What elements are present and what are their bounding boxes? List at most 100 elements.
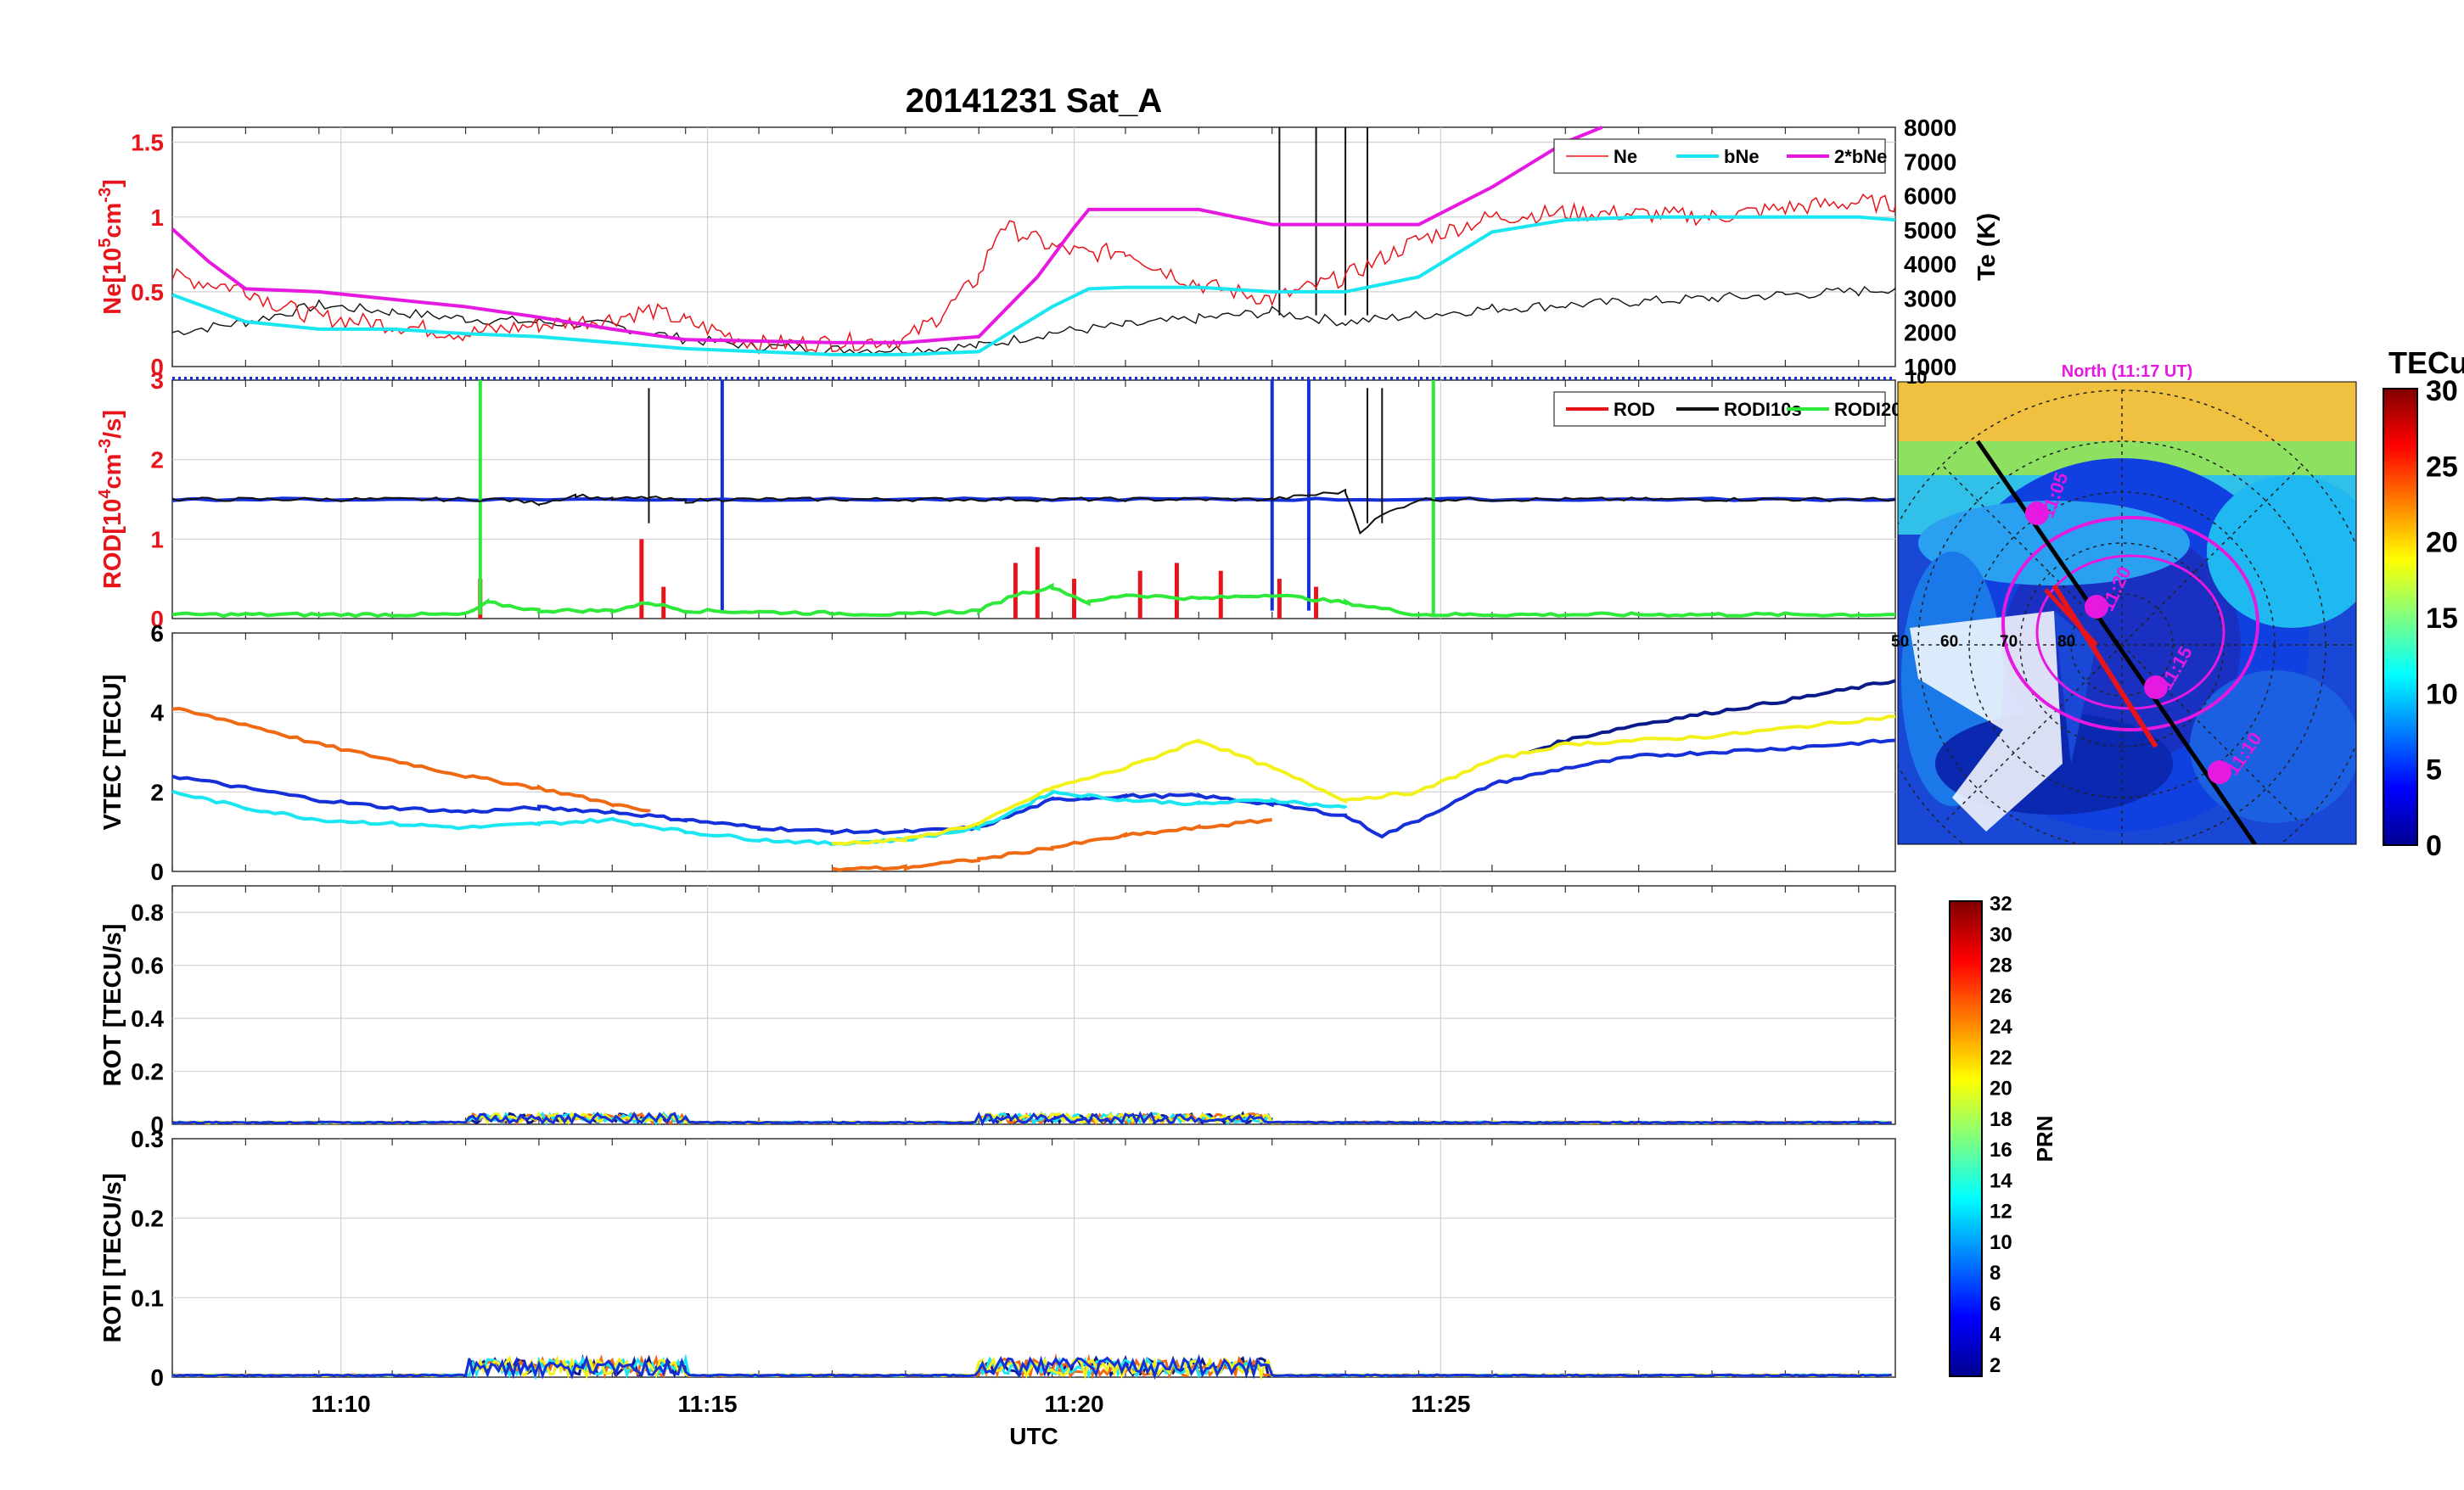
y-axis-label-rot: ROT [TECU/s] bbox=[99, 924, 126, 1087]
prn-tick-label: 2 bbox=[1990, 1354, 2001, 1377]
prn-tick-label: 10 bbox=[1990, 1231, 2012, 1254]
lat-label-70: 70 bbox=[2000, 633, 2018, 651]
prn-tick-label: 22 bbox=[1990, 1046, 2012, 1069]
tecu-tick-label: 10 bbox=[2426, 678, 2458, 710]
y-tick-label: 0 bbox=[150, 606, 164, 632]
prn-tick-label: 16 bbox=[1990, 1139, 2012, 1162]
x-tick-label: 11:15 bbox=[678, 1391, 738, 1417]
y2-tick-label: 3000 bbox=[1904, 285, 1956, 311]
tecu-tick-label: 30 bbox=[2426, 375, 2458, 407]
series-RODI10s bbox=[171, 488, 1896, 535]
legend-ne bbox=[1553, 138, 1886, 174]
y-tick-label: 0.2 bbox=[131, 1206, 164, 1232]
tecu-tick-label: 25 bbox=[2426, 451, 2458, 483]
y2-tick-label: 5000 bbox=[1904, 217, 1956, 244]
prn-tick-label: 30 bbox=[1990, 923, 2012, 946]
x-tick-label: 11:25 bbox=[1411, 1391, 1470, 1417]
legend-entry: 2*bNe bbox=[1834, 146, 1887, 167]
prn-tick-label: 18 bbox=[1990, 1108, 2012, 1131]
y2-tick-label: 1000 bbox=[1904, 354, 1956, 380]
series-Te bbox=[171, 285, 1896, 356]
series-bNe bbox=[171, 215, 1896, 356]
y2-tick-label: 6000 bbox=[1904, 183, 1956, 210]
series-2*bNe bbox=[171, 126, 1603, 344]
vtec-series-5 bbox=[831, 818, 1272, 872]
y-tick-label: 0.5 bbox=[131, 279, 164, 305]
y-axis-label-rod: ROD[104cm-3/s] bbox=[96, 410, 126, 589]
prn-tick-label: 20 bbox=[1990, 1078, 2012, 1101]
panel-ne: 0 0.5 1 1.5Ne[105cm-3] 1000 2000 3000 4000 5000 6… bbox=[96, 115, 2001, 380]
y-axis-label-roti: ROTI [TECU/s] bbox=[99, 1174, 126, 1343]
tecu-tick-label: 15 bbox=[2426, 602, 2458, 635]
y-tick-label: 0.3 bbox=[131, 1126, 164, 1152]
prn-tick-label: 26 bbox=[1990, 985, 2012, 1008]
y-tick-label: 2 bbox=[150, 779, 164, 805]
y2-tick-label: 4000 bbox=[1904, 251, 1956, 277]
y-axis-label-vtec: VTEC [TECU] bbox=[99, 675, 126, 831]
tecu-colorbar-label: TECu bbox=[2388, 345, 2464, 380]
y-tick-label: 0.8 bbox=[131, 899, 164, 926]
y-tick-label: 1.5 bbox=[131, 130, 164, 156]
y-tick-label: 0 bbox=[150, 1364, 164, 1391]
legend-rod bbox=[1553, 391, 1886, 427]
prn-colorbar bbox=[1949, 900, 1983, 1377]
tecu-tick-label: 5 bbox=[2426, 754, 2442, 787]
prn-tick-label: 32 bbox=[1990, 893, 2012, 916]
y-tick-label: 0 bbox=[150, 859, 164, 885]
lat-label-60: 60 bbox=[1940, 633, 1958, 651]
series-Ne bbox=[171, 193, 1896, 356]
prn-tick-label: 8 bbox=[1990, 1262, 2001, 1285]
legend-entry: bNe bbox=[1724, 146, 1760, 167]
vtec-series-3 bbox=[171, 789, 1348, 847]
tecu-colorbar bbox=[2383, 388, 2418, 846]
y-tick-label: 0.2 bbox=[131, 1059, 164, 1085]
x-axis-label: UTC bbox=[1009, 1423, 1058, 1449]
y-tick-label: 1 bbox=[150, 204, 164, 231]
y-tick-label: 6 bbox=[150, 620, 164, 647]
series-RODI20s bbox=[171, 582, 1896, 619]
y-tick-label: 0 bbox=[150, 354, 164, 380]
y-axis-label-ne: Ne[105cm-3] bbox=[96, 179, 126, 315]
axes-frame-rot bbox=[171, 885, 1896, 1125]
x-tick-label: 11:20 bbox=[1044, 1391, 1103, 1417]
prn-tick-label: 12 bbox=[1990, 1201, 2012, 1224]
vtec-series-0 bbox=[171, 706, 651, 813]
y-tick-label: 0 bbox=[150, 1112, 164, 1138]
rot-series-4 bbox=[171, 1111, 1892, 1127]
prn-tick-label: 24 bbox=[1990, 1016, 2012, 1039]
roti-series-4 bbox=[171, 1353, 1892, 1381]
legend-entry: ROD bbox=[1614, 399, 1655, 420]
prn-tick-label: 28 bbox=[1990, 955, 2012, 977]
polar-map-title: North (11:17 UT) bbox=[2062, 362, 2192, 381]
legend-entry: Ne bbox=[1614, 146, 1637, 167]
y-tick-label: 3 bbox=[150, 367, 164, 394]
y2-tick-label: 2000 bbox=[1904, 320, 1956, 346]
y-tick-label: 4 bbox=[150, 700, 164, 726]
y2-tick-label: 8000 bbox=[1904, 115, 1956, 141]
vtec-series-2 bbox=[171, 738, 1896, 839]
x-tick-label: 11:10 bbox=[312, 1391, 371, 1417]
tecu-tick-label: 0 bbox=[2426, 830, 2442, 862]
prn-colorbar-label: PRN bbox=[2032, 1116, 2057, 1162]
lat-label-80: 80 bbox=[2057, 633, 2075, 651]
y2-tick-label: 7000 bbox=[1904, 148, 1956, 175]
y2-axis-label-ne: Te (K) bbox=[1973, 213, 2001, 281]
panel-vtec: 0 2 4 6 VTEC [TECU] bbox=[99, 620, 1896, 885]
lat-label-50: 50 bbox=[1891, 633, 1909, 651]
prn-tick-label: 14 bbox=[1990, 1169, 2012, 1192]
axes-frame-vtec bbox=[171, 632, 1896, 872]
prn-tick-label: 6 bbox=[1990, 1292, 2001, 1315]
prn-tick-label: 4 bbox=[1990, 1324, 2001, 1347]
y-tick-label: 0.4 bbox=[131, 1005, 164, 1032]
axes-frame-roti bbox=[171, 1138, 1896, 1378]
polar-tec-map: North (11:17 UT) 10 11:05 11:20 11:15 11… bbox=[1891, 362, 2357, 845]
vtec-series-4 bbox=[832, 714, 1895, 846]
polar-map-corner-label: 10 bbox=[1906, 367, 1927, 388]
y-tick-label: 2 bbox=[150, 447, 164, 473]
y-tick-label: 1 bbox=[150, 526, 164, 552]
tecu-tick-label: 20 bbox=[2426, 527, 2458, 559]
figure-title: 20141231 Sat_A bbox=[906, 82, 1162, 120]
y-tick-label: 0.6 bbox=[131, 953, 164, 979]
